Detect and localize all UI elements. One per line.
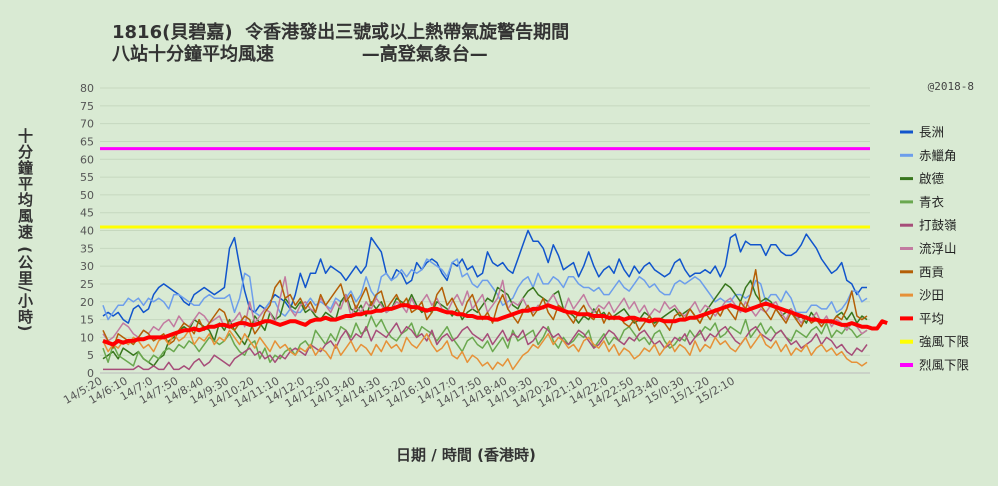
legend-label: 打鼓嶺	[919, 218, 957, 233]
series-line	[103, 322, 868, 371]
y-tick-label: 20	[80, 296, 94, 309]
y-axis-label: 十分鐘平均風速 (公里/小時)	[16, 128, 34, 333]
y-tick-label: 40	[80, 225, 94, 238]
series-line	[102, 329, 868, 371]
legend-label: 平均	[919, 311, 944, 326]
y-tick-label: 65	[80, 135, 94, 148]
legend-label: 長洲	[919, 125, 944, 140]
y-tick-label: 45	[80, 207, 94, 220]
legend-label: 西貢	[919, 264, 944, 279]
legend-label: 赤鱲角	[919, 148, 957, 163]
chart-title: 1816(貝碧嘉) 令香港發出三號或以上熱帶氣旋警告期間	[112, 22, 570, 43]
series-line	[102, 315, 868, 367]
legend-label: 流浮山	[919, 241, 957, 256]
legend-label: 烈風下限	[919, 358, 970, 373]
y-tick-label: 75	[80, 100, 94, 113]
y-tick-label: 25	[80, 278, 94, 291]
y-tick-label: 80	[80, 82, 94, 95]
y-tick-label: 50	[80, 189, 94, 202]
y-tick-label: 35	[80, 242, 94, 255]
y-tick-label: 55	[80, 171, 94, 184]
y-tick-label: 70	[80, 118, 94, 131]
legend-label: 沙田	[919, 288, 944, 303]
y-tick-label: 5	[87, 349, 94, 362]
series-line	[102, 229, 867, 324]
chart-credit: @2018-8	[927, 80, 974, 93]
legend-label: 啟德	[919, 171, 945, 186]
series-line	[102, 258, 868, 321]
x-axis-label: 日期 / 時間 (香港時)	[396, 446, 536, 464]
y-tick-label: 60	[80, 153, 94, 166]
series-line	[102, 301, 888, 347]
y-tick-label: 15	[80, 314, 94, 327]
legend-label: 青衣	[919, 194, 945, 209]
legend-label: 強風下限	[919, 334, 970, 349]
y-tick-label: 10	[80, 331, 94, 344]
series-line	[102, 276, 868, 342]
chart-subtitle: 八站十分鐘平均風速 —高登氣象台—	[112, 44, 488, 65]
y-tick-label: 0	[87, 367, 94, 380]
y-tick-label: 30	[80, 260, 94, 273]
